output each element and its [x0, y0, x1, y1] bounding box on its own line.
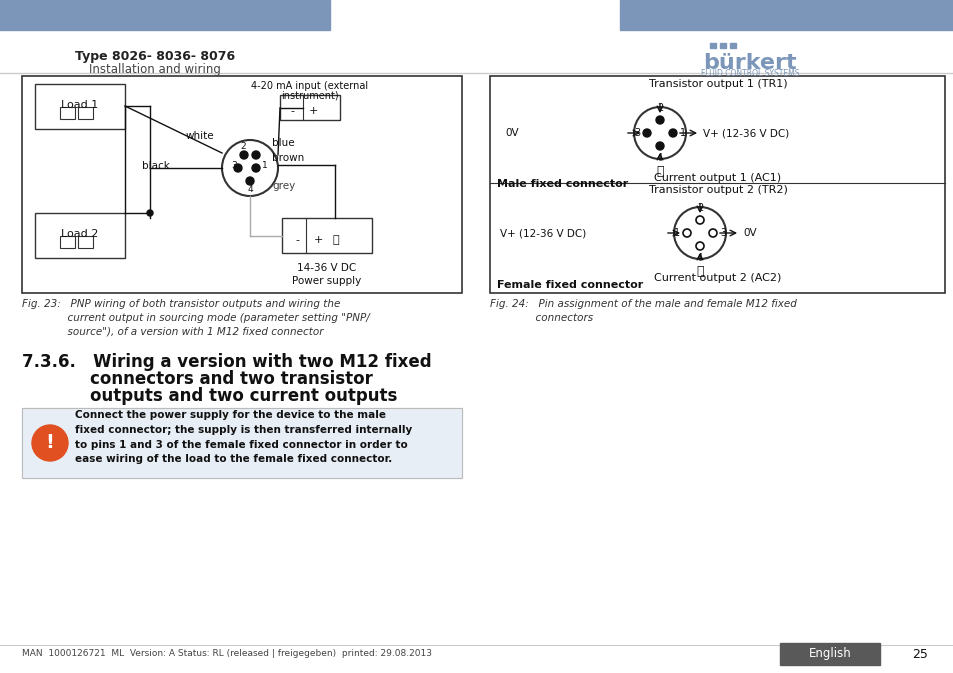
- Text: ⏚: ⏚: [333, 235, 339, 245]
- Text: Power supply: Power supply: [292, 276, 361, 286]
- Circle shape: [252, 151, 260, 159]
- Bar: [35, 84, 125, 129]
- Text: 4: 4: [657, 153, 662, 163]
- Bar: [619, 0, 953, 30]
- Text: black: black: [142, 161, 170, 171]
- Text: outputs and two current outputs: outputs and two current outputs: [90, 387, 397, 405]
- Text: 25: 25: [911, 647, 927, 660]
- Text: Connect the power supply for the device to the male
fixed connector; the supply : Connect the power supply for the device …: [75, 410, 412, 464]
- Circle shape: [252, 164, 260, 172]
- Bar: [22, 76, 461, 293]
- Text: 2: 2: [696, 203, 702, 213]
- Text: 4-20 mA input (external: 4-20 mA input (external: [252, 81, 368, 91]
- Bar: [60, 107, 75, 119]
- Text: Type 8026- 8036- 8076: Type 8026- 8036- 8076: [75, 50, 234, 63]
- Text: white: white: [186, 131, 214, 141]
- Text: 1: 1: [673, 228, 679, 238]
- Text: Current output 1 (AC1): Current output 1 (AC1): [654, 173, 781, 183]
- Text: ⏚: ⏚: [696, 265, 703, 278]
- Bar: [22, 408, 461, 478]
- Text: English: English: [808, 647, 850, 660]
- Text: MAN  1000126721  ML  Version: A Status: RL (released | freigegeben)  printed: 29: MAN 1000126721 ML Version: A Status: RL …: [22, 649, 432, 658]
- Text: connectors and two transistor: connectors and two transistor: [90, 370, 373, 388]
- Text: FLUID CONTROL SYSTEMS: FLUID CONTROL SYSTEMS: [700, 69, 799, 78]
- Text: bürkert: bürkert: [702, 53, 796, 73]
- Text: 2: 2: [240, 142, 246, 151]
- Text: 1: 1: [679, 128, 685, 138]
- Circle shape: [147, 210, 152, 216]
- Circle shape: [656, 142, 663, 150]
- Bar: [280, 95, 339, 120]
- Text: -: -: [291, 106, 298, 116]
- Bar: [78, 236, 92, 248]
- Text: 3: 3: [633, 128, 639, 138]
- Text: 1: 1: [262, 162, 268, 170]
- Text: 4: 4: [697, 253, 702, 263]
- Circle shape: [656, 116, 663, 124]
- Text: !: !: [46, 433, 54, 452]
- Text: ⏚: ⏚: [656, 165, 663, 178]
- Text: instrument): instrument): [281, 91, 338, 101]
- Circle shape: [240, 151, 248, 159]
- Bar: [60, 236, 75, 248]
- Bar: [709, 43, 716, 48]
- Bar: [780, 643, 879, 665]
- Text: Fig. 24:   Pin assignment of the male and female M12 fixed
              connect: Fig. 24: Pin assignment of the male and …: [490, 299, 796, 323]
- Circle shape: [246, 177, 253, 185]
- Circle shape: [32, 425, 68, 461]
- Bar: [720, 43, 725, 48]
- Text: V+ (12-36 V DC): V+ (12-36 V DC): [702, 128, 788, 138]
- Circle shape: [668, 129, 677, 137]
- Text: Male fixed connector: Male fixed connector: [497, 179, 628, 189]
- Text: V+ (12-36 V DC): V+ (12-36 V DC): [499, 228, 586, 238]
- Text: 7.3.6.   Wiring a version with two M12 fixed: 7.3.6. Wiring a version with two M12 fix…: [22, 353, 431, 371]
- Bar: [729, 43, 735, 48]
- Text: blue: blue: [272, 138, 294, 148]
- Text: Installation and wiring: Installation and wiring: [89, 63, 221, 76]
- Text: 4: 4: [247, 185, 253, 194]
- Bar: [22, 408, 461, 478]
- Bar: [0, 0, 330, 30]
- Text: 2: 2: [657, 103, 662, 113]
- Text: brown: brown: [272, 153, 304, 163]
- Bar: [78, 107, 92, 119]
- Text: Load 2: Load 2: [61, 229, 98, 239]
- Text: grey: grey: [272, 181, 294, 191]
- Text: 3: 3: [231, 162, 236, 170]
- Text: -: -: [296, 235, 303, 245]
- Text: Female fixed connector: Female fixed connector: [497, 280, 642, 290]
- Text: +: +: [308, 106, 317, 116]
- Text: Current output 2 (AC2): Current output 2 (AC2): [654, 273, 781, 283]
- Text: 3: 3: [720, 228, 725, 238]
- Text: 14-36 V DC: 14-36 V DC: [297, 263, 356, 273]
- Text: Fig. 23:   PNP wiring of both transistor outputs and wiring the
              cu: Fig. 23: PNP wiring of both transistor o…: [22, 299, 370, 337]
- Bar: [35, 213, 125, 258]
- Bar: [282, 218, 372, 253]
- Circle shape: [642, 129, 650, 137]
- Text: Transistor output 1 (TR1): Transistor output 1 (TR1): [648, 79, 786, 89]
- Text: Transistor output 2 (TR2): Transistor output 2 (TR2): [648, 185, 786, 195]
- Text: 0V: 0V: [504, 128, 518, 138]
- Text: Load 1: Load 1: [61, 100, 98, 110]
- Text: +: +: [313, 235, 322, 245]
- Text: 0V: 0V: [742, 228, 756, 238]
- Bar: [490, 76, 944, 293]
- Circle shape: [233, 164, 242, 172]
